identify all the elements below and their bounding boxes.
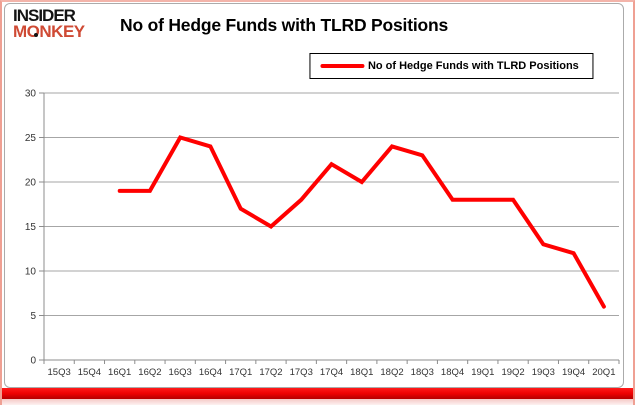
x-tick-label: 16Q3 [169, 367, 192, 378]
x-tick-label: 15Q3 [48, 367, 71, 378]
x-tick-label: 20Q1 [592, 367, 615, 378]
y-tick-label: 10 [25, 267, 37, 278]
x-tick-label: 19Q1 [471, 367, 494, 378]
chart-title: No of Hedge Funds with TLRD Positions [120, 15, 448, 35]
x-tick-label: 19Q2 [501, 367, 524, 378]
x-tick-label: 18Q3 [411, 367, 434, 378]
x-tick-label: 17Q2 [259, 367, 282, 378]
x-tick-label: 19Q4 [562, 367, 585, 378]
logo-monkey-text: MONKEY [13, 21, 85, 41]
chart-legend: No of Hedge Funds with TLRD Positions [308, 53, 594, 79]
y-tick-label: 15 [25, 222, 37, 233]
gridlines [44, 92, 619, 361]
logo-insider-text: INSIDER [13, 6, 76, 25]
x-tick-label: 16Q2 [138, 367, 161, 378]
red-accent-bar-shadow [2, 399, 633, 405]
y-tick-label: 5 [30, 311, 36, 322]
monkey-eye-icon [34, 33, 38, 37]
x-tick-label: 16Q4 [199, 367, 222, 378]
x-tick-label: 17Q4 [320, 367, 343, 378]
tick-labels: 0 5 10 15 20 25 30 15Q3 15Q4 16Q1 16Q2 16Q3 16Q4 17Q1… [25, 89, 616, 379]
x-tick-label: 15Q4 [78, 367, 101, 378]
x-tick-label: 19Q3 [532, 367, 555, 378]
x-tick-label: 17Q1 [229, 367, 252, 378]
red-accent-bar [2, 388, 633, 399]
x-tick-label: 18Q2 [380, 367, 403, 378]
y-tick-label: 20 [25, 178, 37, 189]
x-tick-label: 18Q4 [441, 367, 464, 378]
legend-line-marker [319, 64, 364, 68]
insider-monkey-logo: INSIDER MONKEY [13, 6, 85, 41]
x-tick-label: 17Q3 [290, 367, 313, 378]
y-tick-label: 30 [25, 89, 37, 100]
legend-label: No of Hedge Funds with TLRD Positions [367, 60, 579, 72]
hedge-funds-data-line [117, 135, 606, 309]
y-tick-label: 25 [25, 133, 37, 144]
axes [39, 92, 620, 364]
x-tick-label: 16Q1 [108, 367, 131, 378]
y-tick-label: 0 [30, 356, 36, 367]
x-tick-label: 18Q1 [350, 367, 373, 378]
